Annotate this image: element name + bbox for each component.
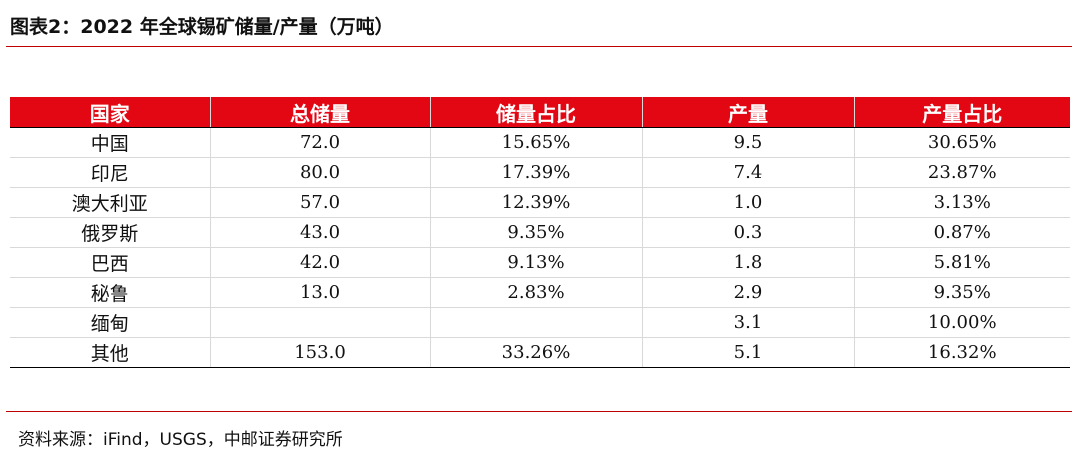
reserves-share-cell: 17.39%: [429, 157, 642, 188]
header-reserves-share: 储量占比: [429, 97, 642, 128]
production-share-cell: 10.00%: [853, 307, 1070, 338]
country-cell: 俄罗斯: [10, 217, 210, 248]
production-cell: 1.0: [641, 187, 854, 218]
total-reserves-cell: 13.0: [209, 277, 430, 308]
country-cell: 中国: [10, 127, 210, 158]
table-row: 缅甸 3.1 10.00%: [10, 307, 1070, 338]
production-share-cell: 16.32%: [853, 337, 1070, 368]
table-row: 其他 153.0 33.26% 5.1 16.32%: [10, 337, 1070, 368]
total-reserves-cell: 80.0: [209, 157, 430, 188]
reserves-share-cell: 33.26%: [429, 337, 642, 368]
production-share-cell: 23.87%: [853, 157, 1070, 188]
tin-reserves-production-table: 国家 总储量 储量占比 产量 产量占比 中国 72.0 15.65% 9.5 3…: [10, 97, 1070, 368]
table-header-row: 国家 总储量 储量占比 产量 产量占比: [10, 97, 1070, 128]
production-share-cell: 30.65%: [853, 127, 1070, 158]
reserves-share-cell: 15.65%: [429, 127, 642, 158]
reserves-share-cell: [429, 307, 642, 338]
country-cell: 巴西: [10, 247, 210, 278]
reserves-share-cell: 9.13%: [429, 247, 642, 278]
reserves-share-cell: 2.83%: [429, 277, 642, 308]
total-reserves-cell: 153.0: [209, 337, 430, 368]
country-cell: 其他: [10, 337, 210, 368]
production-cell: 5.1: [641, 337, 854, 368]
table-row: 中国 72.0 15.65% 9.5 30.65%: [10, 127, 1070, 158]
production-cell: 2.9: [641, 277, 854, 308]
country-cell: 印尼: [10, 157, 210, 188]
source-note: 资料来源：iFind，USGS，中邮证券研究所: [18, 430, 343, 450]
production-share-cell: 9.35%: [853, 277, 1070, 308]
production-cell: 9.5: [641, 127, 854, 158]
table-row: 俄罗斯 43.0 9.35% 0.3 0.87%: [10, 217, 1070, 248]
production-share-cell: 0.87%: [853, 217, 1070, 248]
production-cell: 1.8: [641, 247, 854, 278]
header-total-reserves: 总储量: [209, 97, 430, 128]
table-row: 巴西 42.0 9.13% 1.8 5.81%: [10, 247, 1070, 278]
total-reserves-cell: [209, 307, 430, 338]
reserves-share-cell: 9.35%: [429, 217, 642, 248]
country-cell: 秘鲁: [10, 277, 210, 308]
production-cell: 3.1: [641, 307, 854, 338]
header-production: 产量: [641, 97, 854, 128]
title-divider: [6, 46, 1072, 47]
reserves-share-cell: 12.39%: [429, 187, 642, 218]
production-cell: 0.3: [641, 217, 854, 248]
country-cell: 澳大利亚: [10, 187, 210, 218]
header-production-share: 产量占比: [853, 97, 1070, 128]
total-reserves-cell: 57.0: [209, 187, 430, 218]
total-reserves-cell: 72.0: [209, 127, 430, 158]
table-row: 秘鲁 13.0 2.83% 2.9 9.35%: [10, 277, 1070, 308]
country-cell: 缅甸: [10, 307, 210, 338]
figure-title: 图表2：2022 年全球锡矿储量/产量（万吨）: [10, 16, 394, 38]
total-reserves-cell: 43.0: [209, 217, 430, 248]
total-reserves-cell: 42.0: [209, 247, 430, 278]
header-country: 国家: [10, 97, 210, 128]
table-row: 澳大利亚 57.0 12.39% 1.0 3.13%: [10, 187, 1070, 218]
production-share-cell: 5.81%: [853, 247, 1070, 278]
production-share-cell: 3.13%: [853, 187, 1070, 218]
table-row: 印尼 80.0 17.39% 7.4 23.87%: [10, 157, 1070, 188]
production-cell: 7.4: [641, 157, 854, 188]
source-divider: [6, 411, 1072, 412]
